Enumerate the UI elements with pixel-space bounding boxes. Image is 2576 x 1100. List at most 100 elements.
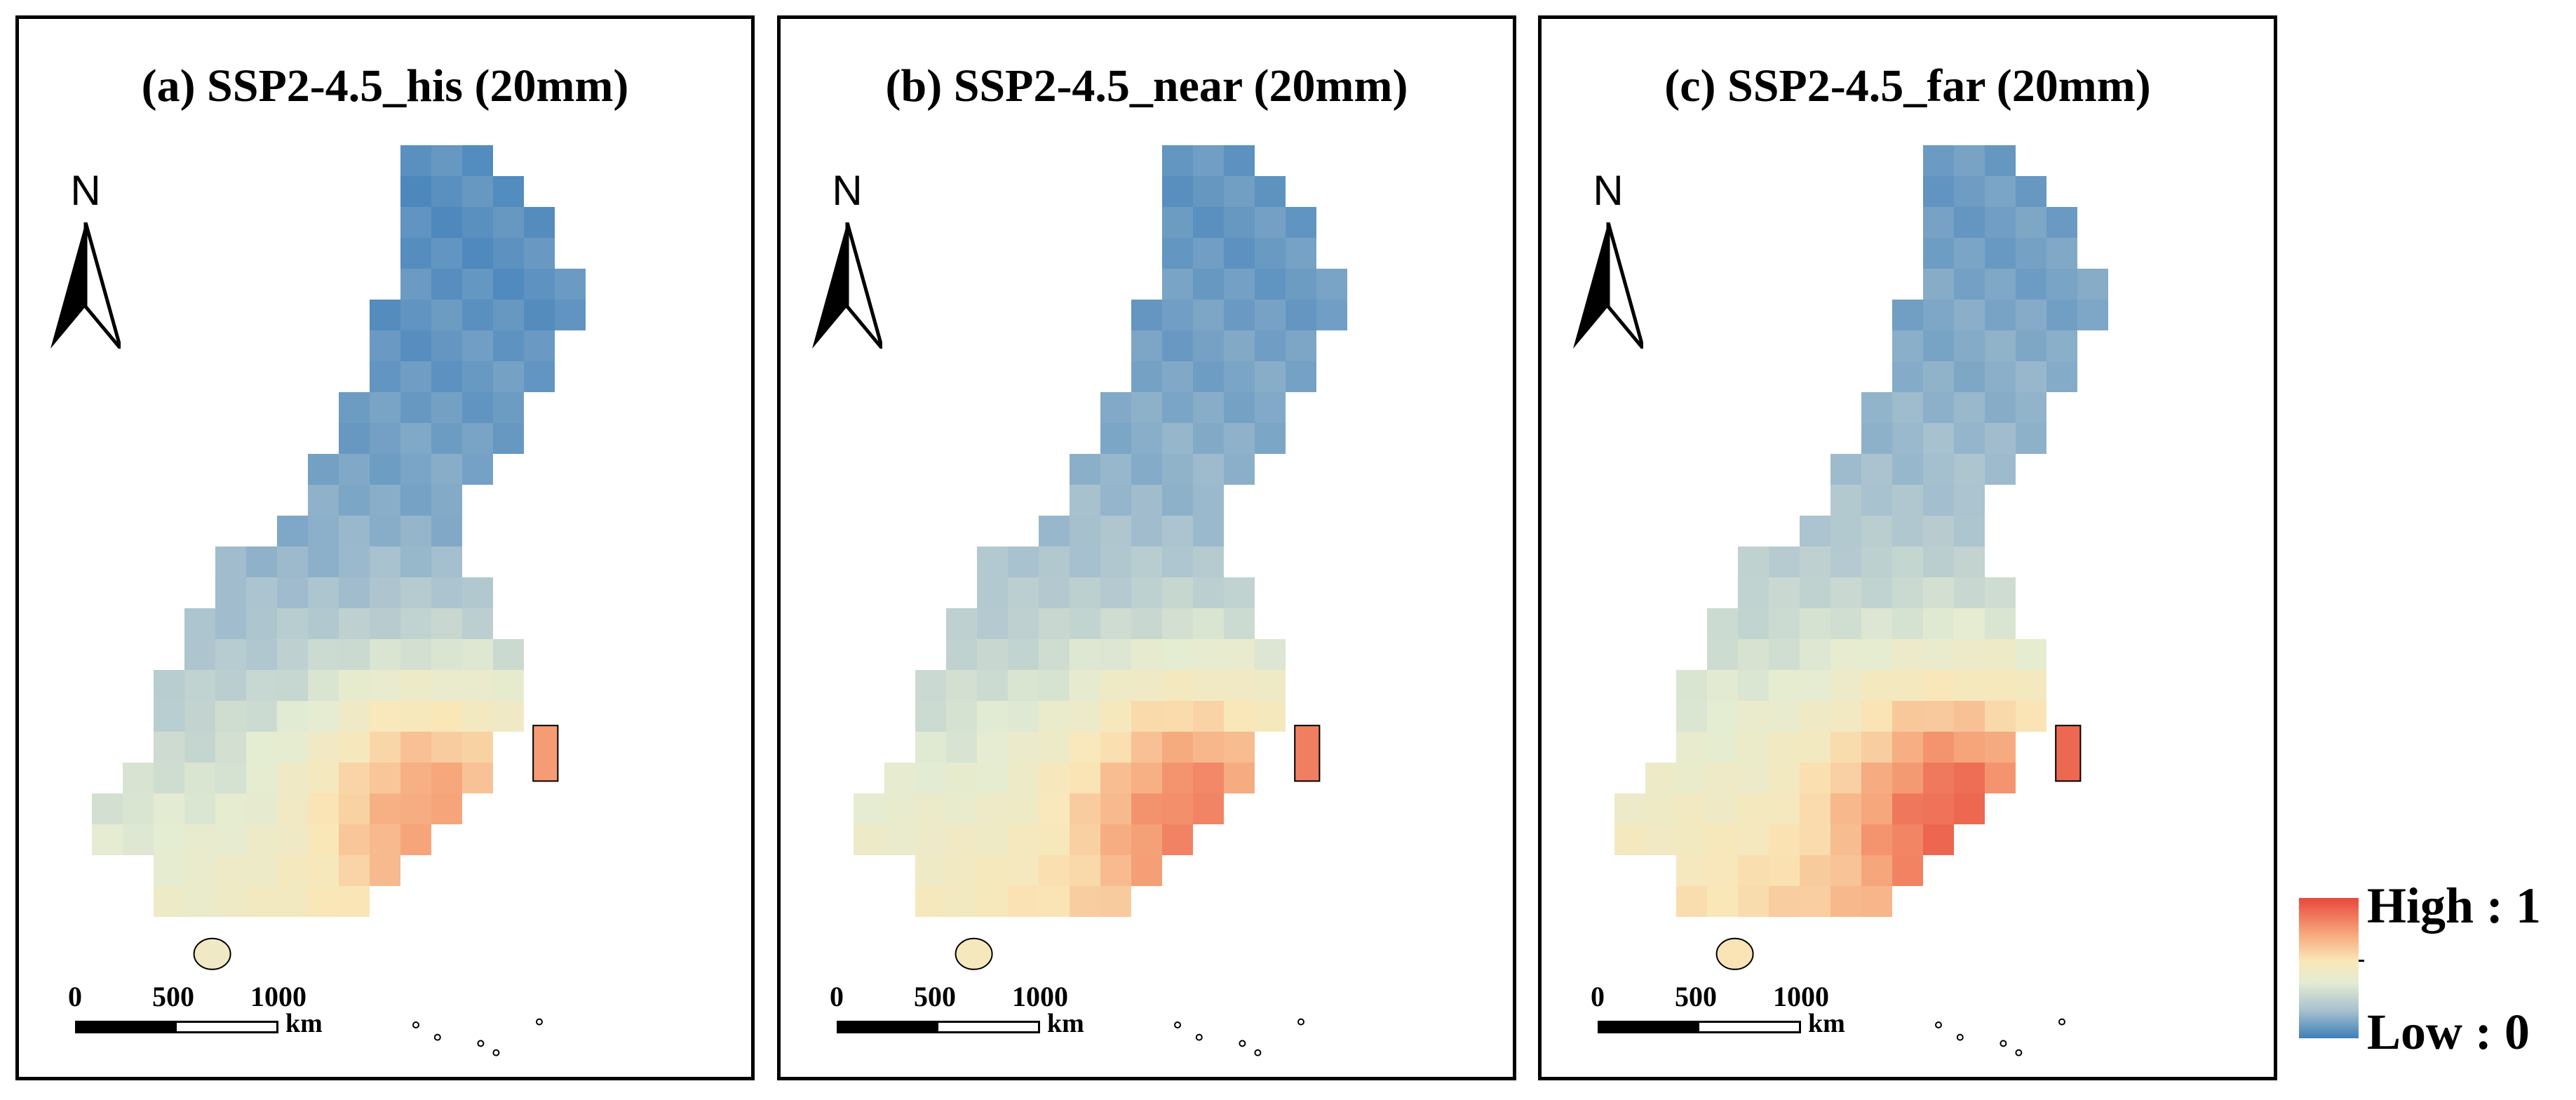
grid-cell <box>1008 639 1039 670</box>
grid-cell <box>1131 577 1162 608</box>
islet <box>1254 1049 1262 1057</box>
grid-cell <box>1830 701 1861 732</box>
grid-cell <box>1861 793 1892 824</box>
grid-cell <box>462 330 493 361</box>
grid-cell <box>1070 485 1100 516</box>
grid-cell <box>400 639 431 670</box>
grid-cell <box>215 824 246 855</box>
grid-cell <box>524 269 555 300</box>
grid-cell <box>1070 546 1100 577</box>
islet <box>1195 1033 1203 1041</box>
grid-cell <box>1070 454 1100 485</box>
grid-cell <box>431 516 462 546</box>
grid-cell <box>1954 269 1985 300</box>
grid-cell <box>1923 269 1954 300</box>
grid-cell <box>339 516 370 546</box>
grid-cell <box>308 886 339 917</box>
grid-cell <box>1707 670 1738 701</box>
grid-cell <box>1039 886 1070 917</box>
grid-cell <box>977 793 1008 824</box>
grid-cell <box>1954 732 1985 763</box>
grid-cell <box>1008 701 1039 732</box>
grid-cell <box>1008 824 1039 855</box>
grid-cell <box>400 793 431 824</box>
grid-cell <box>1070 793 1100 824</box>
grid-cell <box>431 269 462 300</box>
grid-cell <box>1830 793 1861 824</box>
grid-cell <box>1131 763 1162 793</box>
grid-cell <box>462 269 493 300</box>
grid-cell <box>1892 516 1923 546</box>
grid-cell <box>1738 732 1769 763</box>
grid-cell <box>1162 145 1193 176</box>
grid-cell <box>1162 176 1193 207</box>
grid-cell <box>370 454 400 485</box>
grid-cell <box>462 176 493 207</box>
grid-cell <box>123 763 154 793</box>
grid-cell <box>1008 886 1039 917</box>
grid-cell <box>1224 639 1255 670</box>
grid-cell <box>1892 546 1923 577</box>
grid-cell <box>1162 516 1193 546</box>
grid-cell <box>1738 546 1769 577</box>
grid-cell <box>1224 608 1255 639</box>
grid-cell <box>1954 454 1985 485</box>
grid-cell <box>246 608 277 639</box>
grid-cell <box>184 701 215 732</box>
grid-cell <box>1193 145 1224 176</box>
scale-bar: 0 500 1000 km <box>1573 980 1868 1038</box>
grid-cell <box>1923 176 1954 207</box>
grid-cell <box>2016 176 2046 207</box>
grid-cell <box>1676 701 1707 732</box>
grid-cell <box>370 330 400 361</box>
grid-cell <box>1892 392 1923 423</box>
grid-cell <box>1193 176 1224 207</box>
grid-cell <box>370 824 400 855</box>
grid-cell <box>1707 793 1738 824</box>
grid-cell <box>1769 639 1800 670</box>
grid-cell <box>431 639 462 670</box>
grid-cell <box>1070 824 1100 855</box>
island-taiwan <box>532 725 559 782</box>
scale-segment-white <box>938 1023 1038 1031</box>
grid-cell <box>370 639 400 670</box>
grid-cell <box>400 145 431 176</box>
grid-cell <box>1224 701 1255 732</box>
grid-cell <box>370 732 400 763</box>
grid-cell <box>1892 670 1923 701</box>
grid-cell <box>462 392 493 423</box>
north-arrow-icon <box>50 222 121 349</box>
grid-cell <box>1861 392 1892 423</box>
grid-cell <box>339 732 370 763</box>
grid-cell <box>1224 732 1255 763</box>
grid-cell <box>1162 238 1193 269</box>
grid-cell <box>246 670 277 701</box>
scale-label-0: 0 <box>68 981 82 1012</box>
islet <box>2058 1018 2065 1026</box>
grid-cell <box>1892 824 1923 855</box>
grid-cell <box>1008 763 1039 793</box>
grid-cell <box>1676 855 1707 886</box>
grid-cell <box>915 701 946 732</box>
grid-cell <box>1131 361 1162 392</box>
grid-cell <box>431 330 462 361</box>
grid-cell <box>370 608 400 639</box>
grid-cell <box>339 454 370 485</box>
grid-cell <box>277 546 308 577</box>
grid-cell <box>1162 824 1193 855</box>
grid-cell <box>946 608 977 639</box>
grid-cell <box>1224 577 1255 608</box>
grid-cell <box>400 269 431 300</box>
grid-cell <box>370 793 400 824</box>
grid-cell <box>400 238 431 269</box>
grid-cell <box>1800 639 1830 670</box>
grid-cell <box>400 608 431 639</box>
grid-cell <box>400 330 431 361</box>
island-hainan <box>955 937 993 970</box>
legend-color-ramp <box>2299 898 2359 1038</box>
grid-cell <box>1800 763 1830 793</box>
grid-cell <box>1676 886 1707 917</box>
grid-cell <box>1224 763 1255 793</box>
grid-cell <box>493 639 524 670</box>
grid-cell <box>1224 670 1255 701</box>
